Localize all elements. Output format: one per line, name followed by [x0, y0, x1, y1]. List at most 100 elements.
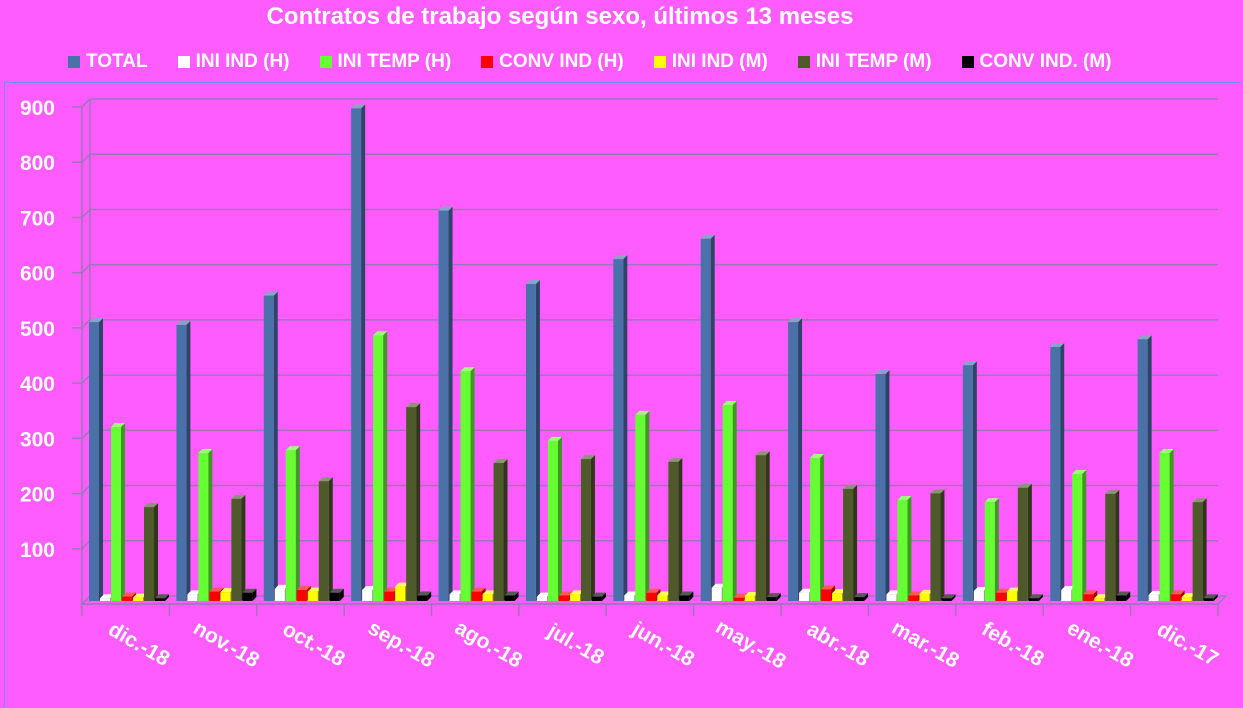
gridline-side	[81, 98, 91, 108]
bar-top	[307, 587, 322, 592]
bar	[1094, 598, 1105, 601]
bar-top	[133, 593, 147, 598]
bar	[832, 593, 843, 601]
bar	[799, 592, 810, 601]
bar-side	[798, 318, 803, 601]
bar-top	[1105, 489, 1120, 494]
bar-side	[1038, 594, 1043, 601]
bar-top	[525, 280, 540, 285]
bar-side	[186, 320, 191, 601]
bar	[711, 587, 722, 601]
bar-side	[864, 593, 869, 601]
bar-side	[623, 255, 628, 601]
legend-swatch	[177, 56, 190, 68]
bar-side	[994, 498, 999, 601]
bar-top	[679, 591, 694, 596]
bar-side	[448, 206, 453, 601]
bar-side	[601, 592, 606, 601]
bar	[624, 595, 635, 601]
bar-top	[187, 590, 202, 595]
bar	[1170, 594, 1181, 601]
y-tick-label: 900	[20, 97, 55, 120]
bar-top	[220, 588, 235, 593]
x-tick-label: jun.-18	[627, 617, 698, 671]
bar	[1192, 502, 1203, 601]
legend-item: CONV IND. (M)	[961, 51, 1112, 73]
x-tick-label: sep.-18	[364, 616, 438, 672]
bar	[111, 427, 121, 601]
bar	[668, 461, 679, 601]
bar-top	[744, 592, 759, 597]
bar-side	[339, 588, 344, 601]
bar	[700, 238, 711, 601]
bar	[755, 455, 766, 601]
bar-side	[885, 370, 890, 601]
legend-item: INI IND (H)	[177, 51, 290, 73]
bar-side	[99, 318, 103, 601]
bar-top	[995, 588, 1010, 593]
bar-top	[122, 592, 136, 597]
bar	[263, 295, 274, 601]
legend-label: CONV IND. (M)	[979, 51, 1112, 72]
bar	[897, 499, 908, 601]
bar-top	[547, 436, 562, 441]
bar-top	[1170, 590, 1185, 595]
bar	[1050, 346, 1061, 601]
bar-side	[328, 477, 333, 601]
bar-top	[646, 588, 661, 593]
bar-top	[1072, 469, 1087, 474]
bar	[580, 459, 591, 601]
bar-side	[470, 367, 475, 601]
bar-top	[875, 370, 890, 375]
bar-top	[1148, 590, 1163, 595]
bar	[460, 371, 471, 601]
x-tick-label: may.-18	[712, 615, 790, 673]
bar-top	[810, 453, 825, 458]
bar	[307, 591, 318, 601]
bar	[941, 598, 952, 601]
bar-top	[100, 594, 114, 599]
bar	[1083, 594, 1094, 601]
bar-top	[613, 255, 628, 260]
bar-top	[384, 587, 399, 592]
bar-side	[1027, 483, 1032, 601]
bar	[984, 502, 995, 601]
x-tick-label: feb.-18	[978, 617, 1048, 671]
legend-item: INI TEMP (M)	[797, 51, 932, 73]
bar	[209, 591, 220, 601]
bar	[1203, 598, 1214, 601]
bar-side	[241, 494, 246, 601]
bar-top	[318, 477, 333, 482]
bar	[558, 595, 569, 601]
bar	[973, 591, 984, 601]
bar-side	[765, 451, 770, 601]
legend-label: INI TEMP (H)	[337, 51, 452, 72]
bar	[1148, 594, 1159, 601]
bar-top	[1094, 594, 1109, 599]
gridline-side	[81, 374, 91, 384]
bar	[646, 592, 657, 601]
y-tick-label: 800	[20, 152, 55, 175]
bar	[766, 597, 777, 601]
plot-frame	[4, 82, 1241, 708]
legend-swatch	[961, 56, 974, 68]
bar-side	[252, 588, 257, 601]
bar-top	[263, 291, 278, 296]
bar	[198, 453, 209, 601]
bar-top	[362, 585, 377, 590]
bar-top	[373, 331, 388, 336]
bar-top	[351, 104, 366, 109]
y-tick-label: 600	[20, 263, 55, 286]
bar-top	[296, 585, 311, 590]
x-tick-label: oct.-18	[279, 617, 349, 671]
bar	[525, 284, 536, 601]
bar	[89, 322, 99, 601]
bar	[821, 589, 832, 601]
bar-side	[208, 449, 213, 601]
bar-side	[645, 410, 650, 601]
bar-top	[1028, 594, 1043, 599]
bar-top	[558, 591, 573, 596]
bar	[231, 498, 242, 601]
bar	[843, 488, 854, 601]
